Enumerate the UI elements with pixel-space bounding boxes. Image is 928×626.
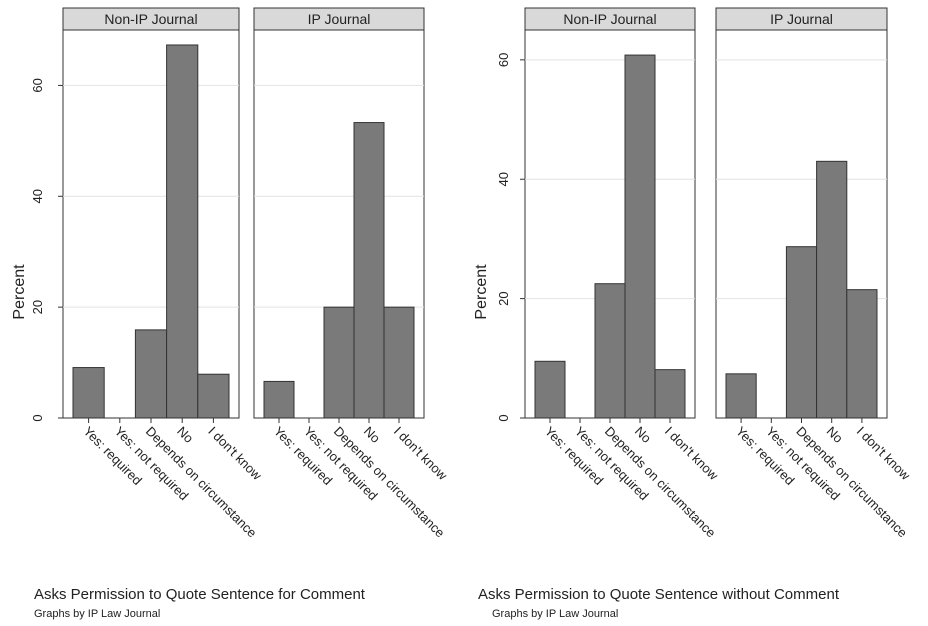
panel-strip-label: Non-IP Journal xyxy=(104,11,197,27)
category-label: I don't know xyxy=(391,424,451,484)
chart-title: Asks Permission to Quote Sentence withou… xyxy=(478,586,840,603)
y-axis-title: Percent xyxy=(11,264,28,320)
category-label: No xyxy=(824,424,846,446)
bar xyxy=(166,44,199,419)
y-tick-label: 60 xyxy=(496,53,511,67)
bar xyxy=(534,360,566,419)
bar xyxy=(725,373,757,419)
category-label: I don't know xyxy=(662,424,722,484)
y-tick-label: 40 xyxy=(496,172,511,186)
bar xyxy=(846,289,878,419)
chart-note: Graphs by IP Law Journal xyxy=(492,608,618,620)
y-tick-label: 0 xyxy=(30,414,45,421)
y-tick-label: 0 xyxy=(496,414,511,421)
bar xyxy=(383,306,415,419)
panel-strip-label: Non-IP Journal xyxy=(563,11,656,27)
y-axis-title: Percent xyxy=(473,264,490,320)
y-tick-label: 20 xyxy=(496,291,511,305)
y-tick-label: 60 xyxy=(30,78,45,92)
category-label: No xyxy=(632,424,654,446)
bar xyxy=(816,160,848,419)
bar xyxy=(263,380,295,419)
bar xyxy=(353,122,385,419)
bar xyxy=(654,369,686,419)
bar xyxy=(323,306,355,419)
category-label: No xyxy=(174,424,196,446)
bar xyxy=(134,329,168,419)
chart-note: Graphs by IP Law Journal xyxy=(34,608,160,620)
y-tick-label: 40 xyxy=(30,189,45,203)
category-label: No xyxy=(361,424,383,446)
panel-strip-label: IP Journal xyxy=(308,11,371,27)
chart-title: Asks Permission to Quote Sentence for Co… xyxy=(34,586,366,603)
bar xyxy=(785,246,818,419)
category-label: Depends on circumstance xyxy=(602,424,719,541)
category-label: Depends on circumstance xyxy=(793,424,910,541)
category-label: I don't know xyxy=(854,424,914,484)
panel-strip-label: IP Journal xyxy=(770,11,833,27)
bar xyxy=(594,283,626,419)
y-tick-label: 20 xyxy=(30,300,45,314)
bar xyxy=(624,54,656,419)
bar xyxy=(197,373,230,419)
category-label: I don't know xyxy=(205,424,265,484)
bar xyxy=(72,367,105,419)
category-label: Depends on circumstance xyxy=(331,424,448,541)
